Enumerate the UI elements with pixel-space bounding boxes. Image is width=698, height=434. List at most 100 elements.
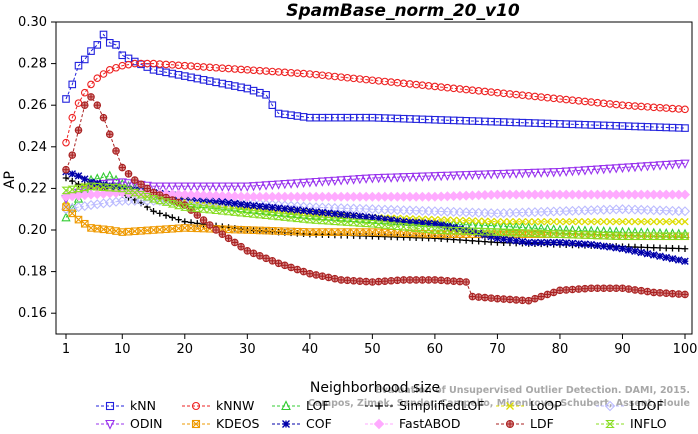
data-point bbox=[62, 138, 70, 147]
data-point bbox=[630, 162, 640, 173]
data-point bbox=[624, 232, 634, 241]
data-point bbox=[568, 217, 577, 226]
data-point bbox=[405, 172, 415, 183]
data-point bbox=[668, 217, 677, 226]
data-point bbox=[461, 227, 471, 235]
data-point bbox=[111, 178, 121, 189]
data-point bbox=[212, 197, 220, 205]
data-point bbox=[505, 221, 515, 231]
data-point bbox=[399, 223, 409, 231]
data-point bbox=[412, 218, 420, 227]
data-point bbox=[292, 214, 302, 223]
data-point bbox=[581, 240, 589, 248]
data-point bbox=[155, 196, 165, 205]
legend-marker bbox=[282, 420, 290, 428]
data-point bbox=[549, 238, 558, 247]
data-point bbox=[205, 182, 215, 192]
data-point bbox=[617, 232, 628, 241]
data-point bbox=[574, 166, 584, 176]
data-point bbox=[530, 168, 540, 179]
data-point bbox=[606, 284, 614, 293]
data-point bbox=[461, 171, 471, 181]
data-point bbox=[362, 213, 370, 221]
legend-label: LOF bbox=[306, 398, 330, 413]
data-point bbox=[68, 113, 77, 122]
data-point bbox=[681, 257, 689, 265]
data-point bbox=[542, 223, 553, 233]
data-point bbox=[512, 296, 520, 304]
data-point bbox=[406, 218, 414, 226]
data-point bbox=[517, 169, 528, 179]
data-point bbox=[223, 191, 234, 202]
data-point bbox=[681, 290, 689, 299]
data-point bbox=[155, 225, 164, 234]
data-point bbox=[361, 203, 372, 215]
legend: kNN kNNW LOF SimplifiedLOF LoOP LDOF ODIN KDEOS… bbox=[96, 398, 667, 431]
data-point bbox=[661, 232, 671, 241]
data-point bbox=[669, 245, 676, 252]
data-point bbox=[431, 220, 439, 228]
data-point bbox=[549, 224, 559, 234]
data-point bbox=[192, 190, 203, 201]
x-axis-label: Neighborhood size bbox=[310, 380, 440, 396]
data-point bbox=[311, 177, 321, 188]
data-point bbox=[231, 199, 239, 208]
data-point bbox=[680, 159, 690, 169]
data-point bbox=[92, 182, 102, 191]
data-point bbox=[381, 233, 389, 240]
data-point bbox=[656, 244, 664, 252]
series-fastabod bbox=[60, 187, 691, 202]
data-point bbox=[330, 217, 340, 226]
data-point bbox=[487, 232, 495, 241]
y-tick-label: 0.16 bbox=[18, 306, 47, 321]
data-point bbox=[392, 205, 403, 216]
data-point bbox=[650, 217, 658, 226]
data-point bbox=[349, 218, 359, 227]
data-point bbox=[199, 216, 208, 224]
data-point bbox=[249, 201, 258, 210]
data-point bbox=[287, 205, 295, 214]
data-point bbox=[592, 231, 603, 240]
data-point bbox=[411, 224, 421, 232]
data-point bbox=[400, 234, 407, 241]
data-point bbox=[454, 207, 465, 218]
x-tick-label: 30 bbox=[239, 342, 256, 357]
data-point bbox=[306, 269, 314, 278]
legend-item-inflo: INFLO bbox=[596, 416, 667, 431]
data-point bbox=[317, 216, 327, 225]
data-point bbox=[355, 175, 365, 185]
data-point bbox=[624, 163, 634, 173]
data-point bbox=[443, 222, 452, 231]
data-point bbox=[580, 166, 590, 176]
data-point bbox=[80, 55, 89, 64]
data-point bbox=[349, 276, 358, 285]
data-point bbox=[393, 276, 402, 285]
data-point bbox=[87, 47, 95, 55]
data-point bbox=[474, 229, 483, 238]
data-point bbox=[556, 217, 564, 226]
legend-marker bbox=[105, 419, 115, 430]
x-tick-label: 20 bbox=[177, 342, 194, 357]
data-point bbox=[229, 191, 240, 202]
data-point bbox=[112, 147, 120, 155]
data-point bbox=[299, 215, 309, 223]
data-point bbox=[80, 88, 89, 97]
legend-marker bbox=[506, 402, 514, 410]
data-point bbox=[230, 182, 240, 192]
data-point bbox=[581, 217, 589, 226]
legend-item-kdeos: KDEOS bbox=[182, 416, 260, 431]
data-point bbox=[679, 189, 691, 200]
data-point bbox=[256, 88, 264, 97]
series-line bbox=[65, 162, 686, 200]
data-point bbox=[592, 225, 603, 236]
data-point bbox=[506, 236, 514, 244]
data-point bbox=[392, 222, 402, 231]
data-point bbox=[386, 204, 397, 215]
data-point bbox=[274, 212, 284, 221]
data-point bbox=[373, 204, 384, 215]
data-point bbox=[580, 231, 590, 239]
data-point bbox=[255, 210, 265, 219]
data-point bbox=[574, 230, 584, 239]
data-point bbox=[600, 217, 608, 226]
data-point bbox=[574, 285, 583, 293]
